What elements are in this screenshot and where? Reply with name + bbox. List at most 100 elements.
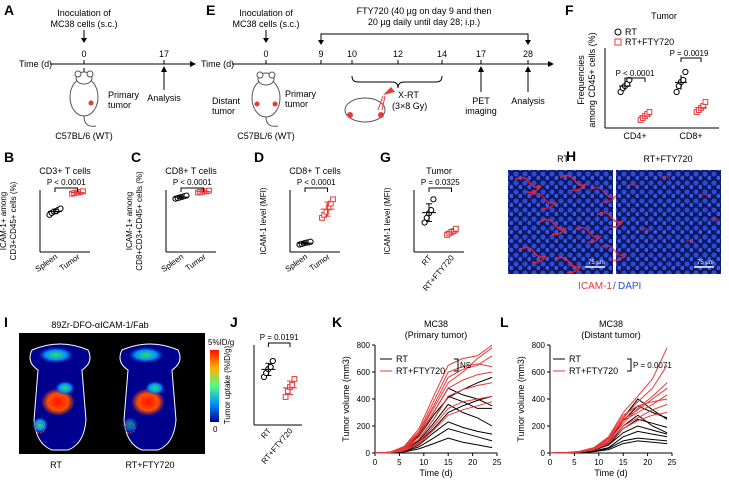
x-tick-label: 20 bbox=[468, 458, 477, 467]
chart-title: CD8+ T cells bbox=[289, 166, 341, 176]
fty-bracket bbox=[320, 33, 529, 42]
p-value: P < 0.0001 bbox=[173, 178, 212, 187]
y-axis-label: Tumor uptake (%ID/g) bbox=[223, 345, 232, 424]
stat-bracket bbox=[627, 358, 632, 372]
series-line bbox=[374, 363, 493, 454]
x-axis-label: Time (d) bbox=[419, 468, 452, 478]
legend-marker bbox=[614, 38, 622, 46]
strain-label: C57BL/6 (WT) bbox=[237, 131, 295, 141]
x-tick-label: 5 bbox=[397, 458, 402, 467]
data-point bbox=[289, 382, 296, 388]
uptake-liver bbox=[41, 388, 75, 416]
uptake-tumor bbox=[122, 417, 138, 433]
data-point bbox=[291, 376, 298, 382]
plot-area: CD4+ P < 0.0001 CD8+ P = 0.0019 bbox=[604, 48, 719, 141]
stain-label-dapi: DAPI bbox=[618, 281, 641, 292]
tick-label: 10 bbox=[347, 49, 357, 59]
x-tick-label: 20 bbox=[643, 458, 652, 467]
x-tick-label: 10 bbox=[419, 458, 428, 467]
uptake-head bbox=[38, 347, 74, 363]
time-axis-label: Time (d) bbox=[201, 59, 234, 69]
stain-strand bbox=[554, 256, 582, 274]
stain-strand bbox=[709, 217, 721, 223]
panel-f: F Tumor Frequencies among CD45+ cells (%… bbox=[565, 2, 719, 141]
color-scale-bar bbox=[210, 350, 219, 422]
x-tick-label: 0 bbox=[548, 458, 553, 467]
pet-label: PET bbox=[472, 96, 490, 106]
x-tick-label: Spleen bbox=[34, 252, 60, 274]
stain-strand bbox=[514, 176, 542, 194]
timeline-arrow bbox=[548, 61, 554, 67]
inoculation-line1: Inoculation of bbox=[239, 8, 293, 18]
x-tick-label: 5 bbox=[572, 458, 577, 467]
y-axis-label: Frequencies bbox=[576, 55, 586, 105]
stain-strand bbox=[599, 244, 627, 262]
scale-label: 75 µm bbox=[588, 260, 605, 266]
primary-label: Primary bbox=[285, 89, 316, 99]
stain-strand bbox=[539, 218, 567, 236]
data-point bbox=[702, 99, 709, 105]
pet-mice bbox=[29, 343, 181, 451]
x-tick-label: 15 bbox=[619, 458, 628, 467]
x-tick-label: CD4+ bbox=[623, 131, 646, 141]
stain-strand bbox=[574, 226, 602, 244]
panel-letter: D bbox=[254, 149, 264, 165]
panel-letter: G bbox=[380, 149, 391, 165]
legend-entry: RT bbox=[396, 354, 408, 364]
data-point bbox=[57, 205, 64, 212]
distant-label: Distant bbox=[212, 96, 241, 106]
x-tick-label: Spleen bbox=[160, 252, 186, 274]
x-tick-label: 25 bbox=[668, 458, 677, 467]
fty-line2: 20 µg daily until day 28; i.p.) bbox=[368, 17, 480, 27]
panel-i: I 89Zr-DFO-αICAM-1/Fab 5%I bbox=[4, 314, 234, 470]
stain-strand bbox=[519, 246, 547, 264]
xrt-label: X-RT bbox=[398, 90, 419, 100]
x-tick-label: Tumor bbox=[58, 252, 82, 273]
tumor-roi bbox=[34, 422, 46, 434]
legend-marker bbox=[614, 28, 622, 36]
stat-label: NS bbox=[460, 361, 471, 370]
x-tick-label: RT bbox=[420, 253, 434, 267]
series-line bbox=[549, 403, 668, 454]
xrt-brace bbox=[351, 75, 443, 89]
arrow-head bbox=[525, 40, 531, 45]
significance-bracket bbox=[680, 57, 702, 62]
chart-title: CD3+ T cells bbox=[39, 166, 91, 176]
analysis-label: Analysis bbox=[147, 93, 181, 103]
stain-strand bbox=[589, 186, 617, 204]
mouse-illustration-icon bbox=[251, 71, 281, 127]
image-label: RT bbox=[50, 460, 62, 470]
tick-label: 12 bbox=[393, 49, 403, 59]
tick-label: 0 bbox=[81, 49, 86, 59]
arrow-head bbox=[525, 66, 531, 72]
timeline-ticks: 0 9 10 12 14 17 28 bbox=[263, 49, 533, 64]
y-tick-label: 800 bbox=[532, 341, 546, 350]
arrow-head bbox=[161, 66, 167, 72]
significance-bracket bbox=[267, 342, 291, 347]
data-point bbox=[453, 225, 459, 232]
legend-entry: RT bbox=[569, 354, 581, 364]
tumor-roi bbox=[124, 422, 136, 434]
p-value: P = 0.0325 bbox=[421, 178, 460, 187]
scale-min: 0 bbox=[213, 425, 218, 434]
uptake-head bbox=[128, 347, 164, 363]
y-axis-label: ICAM-1+ among bbox=[125, 192, 134, 250]
data-point bbox=[646, 109, 653, 115]
time-axis-label: Time (d) bbox=[19, 59, 52, 69]
arrow-head bbox=[478, 66, 484, 72]
uptake-spleen bbox=[145, 381, 165, 395]
panel-letter: K bbox=[332, 314, 342, 330]
stain-strand bbox=[659, 175, 671, 181]
tick-label: 17 bbox=[159, 49, 169, 59]
legend-entry: RT bbox=[625, 27, 637, 37]
inoculation-line2: MC38 cells (s.c.) bbox=[50, 19, 117, 29]
uptake-spleen bbox=[55, 381, 75, 395]
data-point bbox=[682, 68, 689, 76]
panel-h: H RT RT+FTY720 75 µm 75 µm ICAM-1 / DAPI bbox=[508, 148, 721, 292]
chart-title: MC38 bbox=[424, 319, 448, 329]
panel-a: A Inoculation of MC38 cells (s.c.) Time … bbox=[4, 2, 196, 141]
series-line bbox=[549, 412, 668, 454]
chart-title: Tumor bbox=[651, 11, 677, 21]
stain-strand bbox=[684, 239, 696, 245]
x-axis-label: Time (d) bbox=[594, 468, 627, 478]
